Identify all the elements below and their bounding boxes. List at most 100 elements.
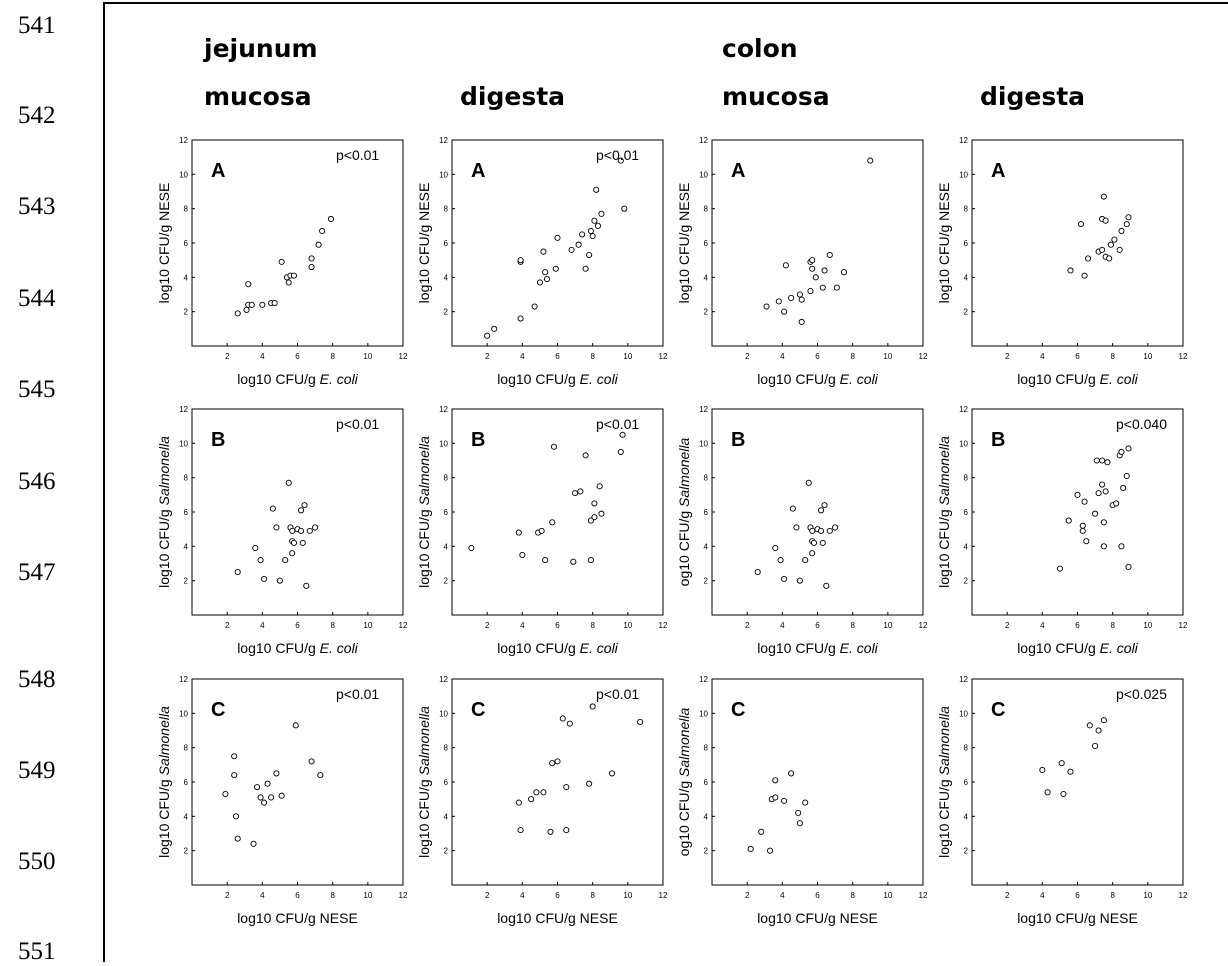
- data-point: [1118, 448, 1125, 455]
- data-point: [1100, 193, 1107, 200]
- x-tick-label: 4: [780, 352, 785, 361]
- data-point: [268, 794, 275, 801]
- data-point: [1106, 255, 1113, 262]
- data-point: [589, 703, 596, 710]
- data-point: [1120, 484, 1127, 492]
- data-point: [591, 514, 598, 521]
- y-tick-label: 2: [444, 847, 449, 856]
- data-point: [222, 790, 229, 798]
- data-point: [271, 300, 278, 307]
- x-tick-label: 2: [1005, 352, 1010, 361]
- x-tick-label: 6: [1075, 352, 1080, 361]
- x-tick-label: 4: [260, 891, 265, 900]
- data-point: [809, 550, 816, 557]
- figure-frame: [103, 2, 1228, 962]
- y-tick-label: 8: [444, 205, 449, 214]
- data-point: [772, 794, 779, 801]
- header-jejunum: jejunum: [204, 34, 318, 63]
- data-point: [554, 758, 561, 765]
- y-axis-label: log10 CFU/g Salmonella: [156, 706, 172, 858]
- y-tick-label: 8: [704, 474, 709, 483]
- data-point: [290, 272, 298, 279]
- data-point: [554, 234, 561, 241]
- data-point: [1079, 522, 1086, 529]
- data-point: [1111, 236, 1118, 243]
- line-number: 549: [18, 757, 56, 784]
- data-point: [754, 569, 761, 576]
- x-axis-label: log10 CFU/g E. coli: [497, 371, 618, 387]
- y-tick-label: 4: [184, 273, 189, 282]
- data-point: [772, 777, 779, 784]
- y-tick-label: 12: [179, 136, 188, 145]
- y-tick-label: 6: [444, 508, 449, 517]
- data-point: [276, 577, 283, 584]
- data-point: [807, 288, 814, 295]
- data-point: [586, 780, 593, 787]
- data-point: [587, 557, 594, 564]
- y-tick-label: 12: [699, 405, 708, 414]
- x-tick-label: 2: [1005, 621, 1010, 630]
- data-point: [772, 545, 779, 552]
- y-tick-label: 4: [184, 542, 189, 551]
- data-point: [1123, 221, 1130, 228]
- data-point: [1085, 255, 1092, 262]
- y-tick-label: 2: [184, 308, 189, 317]
- y-tick-label: 2: [964, 577, 969, 586]
- data-point: [292, 722, 299, 729]
- data-point: [491, 325, 498, 332]
- data-point: [312, 524, 319, 531]
- y-tick-label: 6: [964, 508, 969, 517]
- x-tick-label: 8: [590, 621, 595, 630]
- scatter-panel-10: 2 2 4 4 6 6 8 8 10 10 12 12 Cp<0.01 log10 CFU/g NESE l…: [416, 675, 668, 926]
- y-tick-label: 4: [444, 273, 449, 282]
- data-point: [575, 241, 582, 248]
- x-axis-label: log10 CFU/g E. coli: [1017, 371, 1138, 387]
- data-point: [582, 452, 589, 459]
- data-point: [817, 507, 825, 514]
- data-point: [317, 772, 324, 779]
- y-tick-label: 10: [179, 439, 188, 448]
- panel-letter: A: [211, 160, 225, 182]
- y-tick-label: 10: [699, 709, 708, 718]
- y-tick-label: 4: [444, 812, 449, 821]
- data-point: [568, 246, 575, 253]
- data-point: [552, 265, 559, 272]
- data-point: [594, 222, 601, 229]
- x-tick-label: 4: [1040, 352, 1045, 361]
- data-point: [579, 231, 586, 238]
- data-point: [781, 308, 788, 315]
- data-point: [775, 298, 782, 305]
- y-tick-label: 4: [704, 273, 709, 282]
- data-point: [1039, 766, 1046, 774]
- data-point: [278, 258, 285, 265]
- scatter-panel-2: 2 2 4 4 6 6 8 8 10 10 12 12 Ap<0.01 log10 CFU/g E. co…: [416, 136, 668, 387]
- data-point: [617, 448, 624, 455]
- data-point: [832, 524, 839, 531]
- data-point: [591, 500, 598, 507]
- line-numbers: 541 542 543 544 545 546 547 548 549 550 …: [0, 0, 90, 965]
- data-point: [261, 575, 268, 583]
- x-tick-label: 2: [225, 621, 230, 630]
- y-tick-label: 10: [959, 170, 968, 179]
- data-point: [273, 770, 280, 777]
- data-point: [306, 527, 313, 534]
- y-axis-label: og10 CFU/g Salmonella: [676, 707, 692, 856]
- data-point: [543, 275, 551, 283]
- y-tick-label: 2: [704, 577, 709, 586]
- data-point: [596, 483, 603, 490]
- y-axis-label: log10 CFU/g Salmonella: [936, 436, 952, 588]
- data-point: [1118, 227, 1125, 235]
- data-point: [290, 539, 298, 546]
- x-tick-label: 6: [815, 621, 820, 630]
- data-point: [823, 582, 830, 589]
- data-point: [285, 279, 292, 286]
- x-tick-label: 12: [1179, 891, 1188, 900]
- data-point: [867, 157, 874, 164]
- y-tick-label: 6: [444, 778, 449, 787]
- y-tick-label: 2: [964, 847, 969, 856]
- data-point: [570, 558, 577, 565]
- y-tick-label: 8: [964, 474, 969, 483]
- panel-letter: C: [991, 699, 1005, 721]
- data-point: [289, 550, 296, 557]
